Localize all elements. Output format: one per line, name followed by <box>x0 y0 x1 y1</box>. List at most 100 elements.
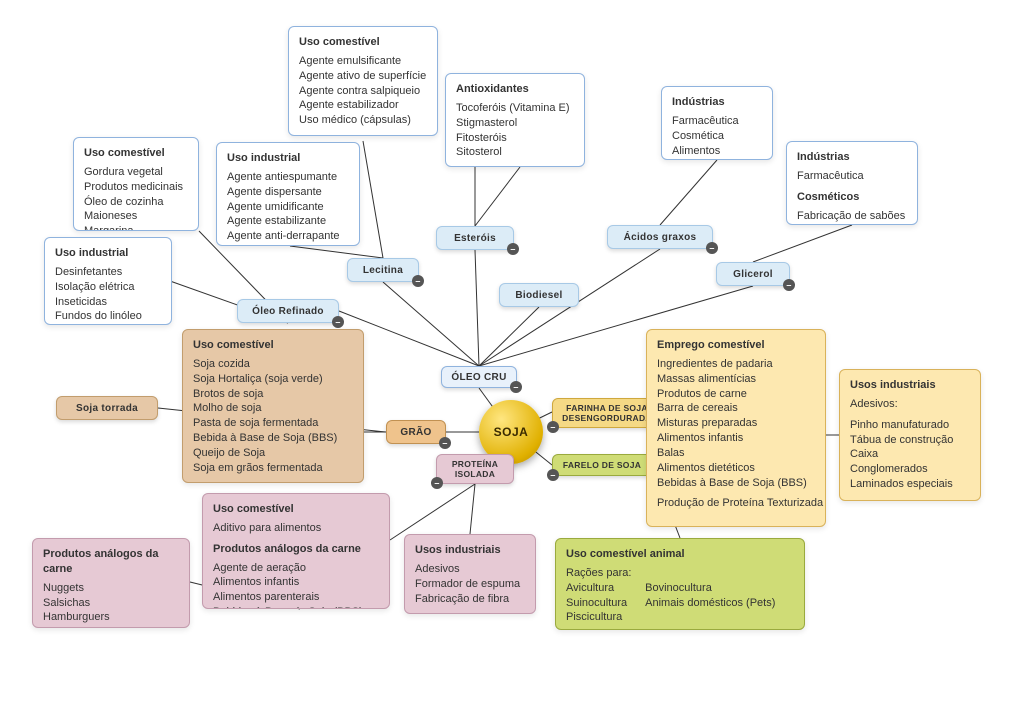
list-item: Misturas preparadas <box>657 416 815 431</box>
list-item: Pasta de soja fermentada <box>193 416 353 431</box>
list-item: Alimentos infantis <box>657 431 815 446</box>
collapse-icon[interactable]: – <box>439 437 451 449</box>
list-item: Caixa <box>850 447 970 462</box>
box-b_industrias2: IndústriasFarmacêuticaCosméticosFabricaç… <box>786 141 918 225</box>
node-oleo_cru[interactable]: ÓLEO CRU– <box>441 366 517 388</box>
node-lecitina[interactable]: Lecitina– <box>347 258 419 282</box>
box-b_prot_analogo: Produtos análogos da carneNuggetsSalsich… <box>32 538 190 628</box>
box-header: Indústrias <box>672 95 762 110</box>
list-item: Fabricação de sabões <box>797 209 907 224</box>
list-item: Soja em grãos fermentada <box>193 461 353 476</box>
list-item: Agente antiespumante <box>227 170 349 185</box>
list-item: Laminados especiais <box>850 477 970 492</box>
list-item: Agente contra salpiqueio <box>299 84 427 99</box>
node-acidos[interactable]: Ácidos graxos– <box>607 225 713 249</box>
node-esterois[interactable]: Esteróis– <box>436 226 514 250</box>
list-item: Agente umidificante <box>227 200 349 215</box>
box-b_grao_comestivel: Uso comestívelSoja cozidaSoja Hortaliça … <box>182 329 364 483</box>
list-item: Kibes <box>43 625 179 628</box>
list-item: Alimentos parenterais <box>213 590 379 605</box>
list-item: Inseticidas <box>55 295 161 310</box>
list-item: Molho de soja <box>193 401 353 416</box>
list-item: Soja cozida <box>193 357 353 372</box>
collapse-icon[interactable]: – <box>412 275 424 287</box>
collapse-icon[interactable]: – <box>783 279 795 291</box>
list-item: Stigmasterol <box>456 116 574 131</box>
list-item: Bebidas à Base de Soja (BBS) <box>657 476 815 491</box>
list-item: Óleo de cozinha <box>84 195 188 210</box>
list-item: Bebidas à Base de Soja (BBS) <box>213 605 379 609</box>
list-item: Conglomerados <box>850 462 970 477</box>
list-item: Massas alimentícias <box>657 372 815 387</box>
collapse-icon[interactable]: – <box>706 242 718 254</box>
collapse-icon[interactable]: – <box>431 477 443 489</box>
box-b_usos_ind_far: Usos industriais Adesivos: Pinho manufatu… <box>839 369 981 501</box>
collapse-icon[interactable]: – <box>547 421 559 433</box>
box-header: Indústrias <box>797 150 907 165</box>
box-b_industrias1: IndústriasFarmacêuticaCosméticaAlimentos <box>661 86 773 160</box>
list-item: Produtos medicinais <box>84 180 188 195</box>
list-item: Agente dispersante <box>227 185 349 200</box>
list-item: Gordura vegetal <box>84 165 188 180</box>
box-b_farelo_animal: Uso comestível animal Rações para:Avicult… <box>555 538 805 630</box>
list-item: Fitosteróis <box>456 131 574 146</box>
list-item: Salsichas <box>43 596 179 611</box>
box-header: Uso comestível <box>84 146 188 161</box>
box-header: Usos industriais <box>850 378 970 393</box>
box-b_prot_ind: Usos industriaisAdesivosFormador de espu… <box>404 534 536 614</box>
list-item: Hamburguers <box>43 610 179 625</box>
box-header: Uso comestível <box>193 338 353 353</box>
box-b_prot_comestivel: Uso comestívelAditivo para alimentosProd… <box>202 493 390 609</box>
collapse-icon[interactable]: – <box>332 316 344 328</box>
list-item: Brotos de soja <box>193 387 353 402</box>
list-item: Sitosterol <box>456 145 574 160</box>
list-item: Queijo de Soja <box>193 446 353 461</box>
collapse-icon[interactable]: – <box>507 243 519 255</box>
list-item: Maioneses <box>84 209 188 224</box>
box-header: Usos industriais <box>415 543 525 558</box>
box-b_uso_oleo_refinado_com: Uso comestível Gordura vegetalProdutos me… <box>73 137 199 231</box>
node-proteina[interactable]: PROTEÍNA ISOLADA– <box>436 454 514 484</box>
collapse-icon[interactable]: – <box>510 381 522 393</box>
node-soja_torrada[interactable]: Soja torrada <box>56 396 158 420</box>
box-b_lecitina_comestivel: Uso comestívelAgente emulsificanteAgente… <box>288 26 438 136</box>
list-item: Agente estabilizante <box>227 214 349 229</box>
list-item: Agente de aeração <box>213 561 379 576</box>
node-glicerol[interactable]: Glicerol– <box>716 262 790 286</box>
box-b_antiox: AntioxidantesTocoferóis (Vitamina E)Stig… <box>445 73 585 167</box>
list-item: Desinfetantes <box>55 265 161 280</box>
collapse-icon[interactable]: – <box>547 469 559 481</box>
list-item: Tábua de construção <box>850 433 970 448</box>
list-item: Alimentos dietéticos <box>657 461 815 476</box>
list-item: Bebida à Base de Soja (BBS) <box>193 431 353 446</box>
node-oleo_refinado[interactable]: Óleo Refinado– <box>237 299 339 323</box>
list-item: Adesivos: <box>850 397 970 412</box>
central-label: SOJA <box>494 425 529 439</box>
list-item: Pinho manufaturado <box>850 418 970 433</box>
list-item: Isolação elétrica <box>55 280 161 295</box>
list-item: Nuggets <box>43 581 179 596</box>
box-b_uso_oleo_refinado_ind: Uso industrial DesinfetantesIsolação elét… <box>44 237 172 325</box>
box-header: Uso comestível animal <box>566 547 794 562</box>
list-item: Farmacêutica <box>797 169 907 184</box>
list-item: Suinocultura <box>566 596 627 611</box>
box-header: Produtos análogos da carne <box>213 542 379 557</box>
list-item: Produtos de carne <box>657 387 815 402</box>
list-item: Aditivo para alimentos <box>213 521 379 536</box>
list-item: Uso médico (cápsulas) <box>299 113 427 128</box>
list-item: Avicultura <box>566 581 627 596</box>
list-item: Formador de espuma <box>415 577 525 592</box>
list-item: Alimentos <box>672 144 762 159</box>
box-header: Uso industrial <box>55 246 161 261</box>
list-item: Barra de cereais <box>657 401 815 416</box>
list-item: Rações para: <box>566 566 794 581</box>
node-grao[interactable]: GRÃO– <box>386 420 446 444</box>
box-header: Uso comestível <box>299 35 427 50</box>
list-item: Fundos do linóleo <box>55 309 161 324</box>
list-item: Animais domésticos (Pets) <box>645 596 775 611</box>
node-farelo[interactable]: FARELO DE SOJA– <box>552 454 652 476</box>
node-biodiesel[interactable]: Biodiesel <box>499 283 579 307</box>
list-item: Agente anti-derrapante <box>227 229 349 244</box>
list-item: Produção de Proteína Texturizada de Soja… <box>657 496 815 511</box>
list-item: Farmacêutica <box>672 114 762 129</box>
